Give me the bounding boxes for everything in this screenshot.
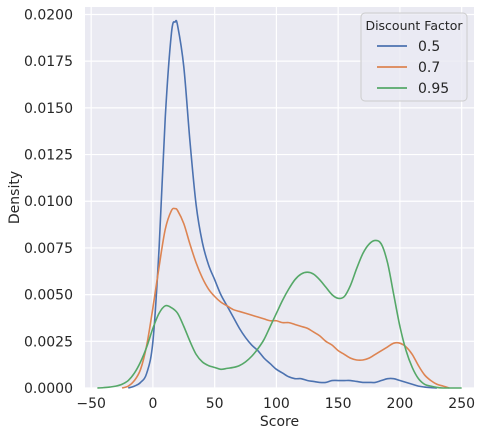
- y-tick-label: 0.0175: [24, 54, 73, 70]
- legend-title: Discount Factor: [365, 18, 463, 33]
- y-tick-label: 0.0125: [24, 148, 73, 164]
- y-tick-label: 0.0100: [24, 194, 73, 210]
- y-axis-label: Density: [7, 171, 23, 224]
- y-tick-label: 0.0025: [24, 334, 73, 350]
- y-tick-label: 0.0150: [24, 101, 73, 117]
- y-tick-label: 0.0000: [24, 381, 73, 397]
- legend-label-2: 0.95: [418, 81, 449, 97]
- series-line-1: [121, 207, 450, 389]
- x-axis-label: Score: [260, 414, 299, 430]
- x-tick-label: 150: [325, 396, 352, 412]
- legend-label-0: 0.5: [418, 39, 440, 55]
- x-tick-label: 100: [263, 396, 290, 412]
- y-axis-ticks: 0.0000 0.0025 0.0050 0.0075 0.0100 0.0125 0.01…: [24, 7, 73, 397]
- grid-lines: [85, 7, 474, 389]
- x-tick-label: −50: [76, 396, 106, 412]
- legend-items: 0.5 0.7 0.95: [377, 39, 449, 97]
- series-line-2: [97, 239, 462, 389]
- x-tick-label: 0: [148, 396, 157, 412]
- series-lines: [97, 19, 462, 389]
- legend-box: [360, 12, 468, 102]
- series-line-0: [127, 19, 437, 389]
- x-tick-label: 250: [448, 396, 475, 412]
- legend-label-1: 0.7: [418, 60, 440, 76]
- x-axis-ticks: −50 0 50 100 150 200 250: [76, 396, 475, 412]
- x-tick-label: 200: [387, 396, 414, 412]
- y-tick-label: 0.0075: [24, 241, 73, 257]
- x-tick-label: 50: [206, 396, 224, 412]
- y-tick-label: 0.0050: [24, 288, 73, 304]
- y-tick-label: 0.0200: [24, 7, 73, 23]
- legend: Discount Factor 0.5 0.7 0.95: [360, 12, 468, 102]
